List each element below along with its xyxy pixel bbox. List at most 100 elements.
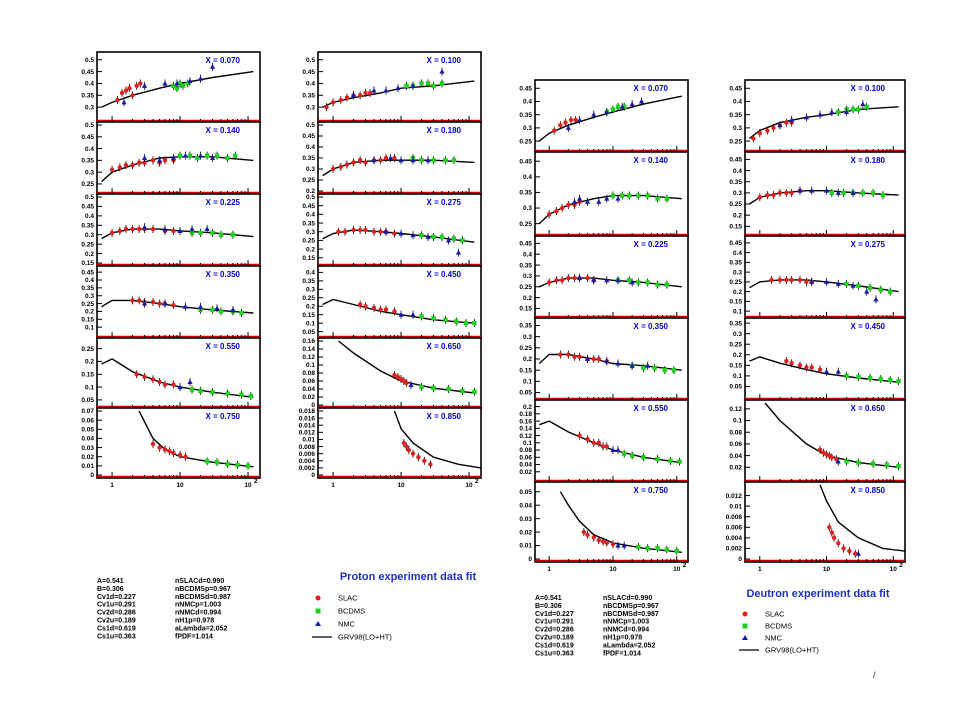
legend-nmc-marker (742, 635, 748, 640)
panel-frame (534, 151, 689, 237)
param-left: Cv1u=0.291 (535, 619, 574, 626)
nmc-point (371, 157, 377, 163)
param-left: Cv2u=0.189 (535, 635, 574, 642)
slac-point (751, 136, 756, 141)
nmc-point (565, 125, 571, 130)
bcdms-point (664, 547, 670, 552)
y-tick-label: 0.02 (519, 529, 532, 536)
y-tick-label: 0.3 (733, 190, 742, 197)
nmc-point (156, 157, 163, 163)
y-tick-label: 0.25 (302, 238, 315, 245)
bcdms-point (439, 234, 445, 240)
nmc-point (596, 199, 602, 204)
nmc-point (844, 109, 850, 115)
slac-point (577, 354, 582, 359)
bcdms-point (864, 104, 869, 109)
slac-point (142, 374, 147, 380)
panel-frame (96, 407, 261, 479)
bcdms-point (629, 453, 635, 458)
slac-point (428, 462, 433, 467)
nmc-point (591, 111, 597, 117)
slac-point (109, 167, 115, 172)
x-tick-label-exponent: 2 (254, 478, 258, 485)
slac-point (363, 160, 368, 165)
bcdms-point (204, 459, 210, 464)
nmc-point (209, 155, 216, 160)
y-tick-label: 0.2 (306, 188, 315, 195)
deutron-params-block: A=0.541B=0.306Cv1d=0.227Cv1u=0.291Cv2d=0… (535, 595, 659, 657)
y-tick-label: 0.1 (85, 384, 94, 391)
nmc-point (850, 282, 856, 288)
x-tick-label: 10 (465, 482, 473, 489)
bcdms-point (425, 81, 431, 86)
x-tick-label: 1 (758, 566, 762, 573)
y-tick-label: 0.2 (306, 303, 315, 310)
y-tick-label: 0.35 (729, 112, 742, 119)
slac-point (392, 231, 397, 236)
y-tick-label: 0.5 (306, 57, 315, 64)
param-left: Cv2u=0.189 (97, 618, 136, 625)
y-tick-label: 0.35 (81, 285, 94, 292)
slac-point (596, 356, 602, 362)
slac-point (769, 277, 774, 283)
panel: 0.15 0.2 0.25 0.3 0.35 0.4 0.45 0.5 X = 0.225 (81, 193, 261, 267)
y-tick-label: 0.45 (302, 69, 315, 76)
nmc-point (829, 109, 835, 115)
bcdms-point (655, 282, 660, 287)
y-tick-label: 0 (311, 472, 315, 479)
y-tick-label: 0.1 (306, 320, 315, 327)
nmc-point (835, 368, 841, 374)
bcdms-point (627, 193, 632, 198)
slac-point (566, 352, 571, 357)
bcdms-point (210, 390, 215, 395)
bcdms-point (844, 373, 849, 379)
bcdms-point (419, 314, 424, 319)
panel-frame (534, 399, 689, 483)
param-right: nBCDMSd=0.987 (175, 594, 231, 601)
nmc-point (576, 195, 583, 201)
bcdms-point (177, 81, 183, 86)
y-tick-label: 0.25 (81, 301, 94, 308)
param-left: Cv1u=0.291 (97, 602, 136, 609)
deutron-legend: Deutron experiment data fit SLAC BCDMS NMC G… (739, 588, 890, 655)
panel: 0.05 0.1 0.15 0.2 0.25 0.3 0.35 X = 0.450 (729, 317, 906, 401)
bcdms-point (887, 377, 893, 383)
slac-point (357, 302, 363, 307)
y-tick-label: 0.07 (81, 408, 94, 415)
bcdms-point (636, 193, 641, 198)
slac-point (183, 454, 188, 459)
nmc-point (584, 199, 591, 204)
y-tick-label: 0.5 (306, 194, 315, 201)
panel-x-label: X = 0.750 (206, 412, 241, 421)
nmc-point (809, 279, 815, 284)
nmc-point (209, 64, 216, 69)
y-tick-label: 0.45 (519, 158, 532, 165)
slac-point (804, 279, 809, 285)
slac-point (136, 226, 142, 232)
slac-point (809, 365, 814, 370)
y-tick-label: 0.16 (519, 418, 532, 425)
y-tick-label: 0.25 (81, 241, 94, 248)
legend-slac-label: SLAC (338, 594, 358, 603)
param-left: A=0.541 (535, 595, 562, 602)
panel-x-label: X = 0.450 (851, 322, 886, 331)
nmc-point (873, 296, 879, 302)
param-right: nNMCp=1.003 (603, 619, 649, 626)
nmc-point (141, 155, 148, 160)
bcdms-point (431, 386, 436, 391)
nmc-point (187, 379, 193, 384)
bcdms-point (878, 287, 883, 292)
panel-x-label: X = 0.850 (427, 412, 462, 421)
slac-point (351, 160, 356, 165)
y-tick-label: 0.35 (729, 260, 742, 267)
y-tick-label: 0.18 (519, 411, 532, 418)
y-tick-label: 0.25 (729, 279, 742, 286)
y-tick-label: 0.5 (85, 194, 94, 201)
nmc-point (177, 384, 183, 390)
bcdms-point (214, 153, 220, 158)
slac-point (109, 230, 115, 236)
y-tick-label: 0.1 (523, 440, 532, 447)
nmc-point (162, 80, 168, 86)
bcdms-point (431, 158, 436, 163)
slac-point (817, 367, 823, 372)
